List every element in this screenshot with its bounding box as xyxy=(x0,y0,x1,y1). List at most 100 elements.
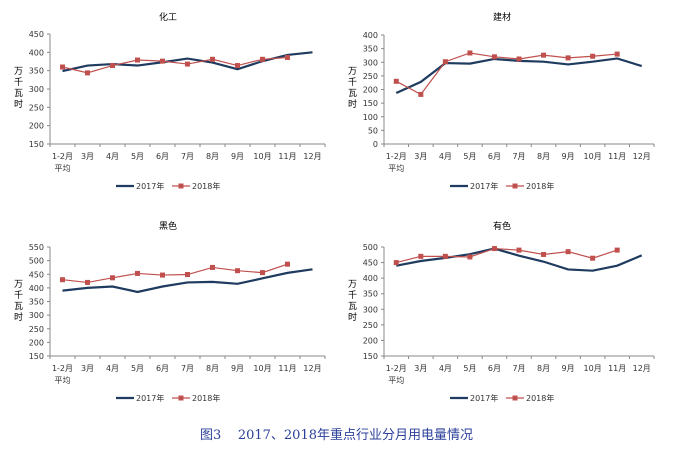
data-point xyxy=(614,247,620,253)
y-tick-label: 150 xyxy=(363,352,378,361)
y-tick-label: 450 xyxy=(363,259,378,268)
x-tick-label-line2: 平均 xyxy=(388,375,404,385)
series-line-2018年 xyxy=(62,56,288,74)
figure-caption: 图3 2017、2018年重点行业分月用电量情况 xyxy=(200,428,473,443)
data-point xyxy=(590,53,596,59)
x-tick-label: 6月 xyxy=(488,152,501,161)
y-tick-label: 150 xyxy=(29,140,44,149)
x-tick-label: 12月 xyxy=(633,152,651,161)
legend-marker-2018 xyxy=(178,395,184,401)
data-point xyxy=(491,246,497,252)
data-point xyxy=(60,64,65,70)
x-tick-label: 9月 xyxy=(231,152,244,161)
x-tick-label: 1-2月 xyxy=(52,364,73,373)
x-tick-label: 10月 xyxy=(584,364,602,373)
series-line-2018年 xyxy=(62,263,288,284)
data-point xyxy=(235,63,240,69)
x-tick-label: 8月 xyxy=(537,152,550,161)
data-point xyxy=(160,272,165,278)
x-tick-label: 11月 xyxy=(608,364,626,373)
data-point xyxy=(110,275,115,281)
x-tick-label: 10月 xyxy=(253,152,271,161)
data-point xyxy=(565,249,571,255)
y-tick-label: 500 xyxy=(363,243,378,252)
x-tick-label: 8月 xyxy=(206,152,219,161)
y-tick-label: 50 xyxy=(368,126,378,135)
x-tick-label: 6月 xyxy=(488,364,501,373)
legend-label: 2017年 xyxy=(136,181,164,191)
series-line-2018年 xyxy=(396,247,618,264)
x-tick-label: 6月 xyxy=(156,364,169,373)
y-tick-label: 400 xyxy=(29,284,44,293)
series-line-2018年 xyxy=(395,52,618,96)
data-point xyxy=(260,56,265,62)
x-tick-label: 12月 xyxy=(303,364,321,373)
data-point xyxy=(442,253,448,259)
data-point xyxy=(467,50,473,56)
x-tick-label: 6月 xyxy=(156,152,169,161)
y-tick-label: 250 xyxy=(363,72,378,81)
y-tick-label: 200 xyxy=(29,122,44,131)
data-point xyxy=(285,54,290,60)
x-tick-label: 11月 xyxy=(278,364,296,373)
y-tick-label: 100 xyxy=(363,113,378,122)
x-tick-label: 3月 xyxy=(414,364,427,373)
y-tick-label: 250 xyxy=(29,103,44,112)
y-tick-label: 300 xyxy=(363,58,378,67)
data-point xyxy=(541,251,547,257)
x-tick-label: 7月 xyxy=(512,152,525,161)
y-tick-label: 200 xyxy=(363,336,378,345)
x-tick-label: 3月 xyxy=(414,152,427,161)
x-tick-label: 3月 xyxy=(81,364,94,373)
x-tick-label: 11月 xyxy=(608,152,626,161)
data-point xyxy=(393,260,399,266)
x-tick-label: 7月 xyxy=(181,364,194,373)
data-point xyxy=(85,70,90,76)
y-axis-label: 万千瓦时 xyxy=(12,279,22,323)
x-tick-label: 1-2月 xyxy=(52,152,73,161)
data-point xyxy=(85,279,90,285)
legend-label: 2017年 xyxy=(470,181,498,191)
x-tick-label: 5月 xyxy=(463,364,476,373)
data-point xyxy=(160,58,165,64)
x-tick-label: 10月 xyxy=(253,364,271,373)
x-tick-label: 8月 xyxy=(537,364,550,373)
y-tick-label: 450 xyxy=(29,30,44,39)
legend-label: 2018年 xyxy=(192,393,220,403)
y-tick-label: 200 xyxy=(363,86,378,95)
data-point xyxy=(393,78,399,84)
data-point xyxy=(516,247,522,253)
x-tick-label-line2: 平均 xyxy=(55,163,71,173)
y-tick-label: 0 xyxy=(373,140,378,149)
x-tick-label: 4月 xyxy=(106,152,119,161)
legend-label: 2018年 xyxy=(192,181,220,191)
y-tick-label: 300 xyxy=(29,311,44,320)
x-tick-label: 4月 xyxy=(439,152,452,161)
data-point xyxy=(285,261,290,267)
y-tick-label: 400 xyxy=(29,48,44,57)
y-tick-label: 150 xyxy=(29,352,44,361)
x-tick-label: 7月 xyxy=(512,364,525,373)
x-tick-label: 5月 xyxy=(463,152,476,161)
data-point xyxy=(185,61,190,67)
x-tick-label-line2: 平均 xyxy=(388,163,404,173)
series-line-2017年 xyxy=(396,247,643,272)
data-point xyxy=(135,270,140,276)
x-tick-label: 1-2月 xyxy=(386,364,407,373)
data-point xyxy=(491,54,497,60)
y-tick-label: 350 xyxy=(29,67,44,76)
data-point xyxy=(418,253,424,259)
data-point xyxy=(60,277,65,283)
y-tick-label: 500 xyxy=(29,257,44,266)
x-tick-label-line2: 平均 xyxy=(55,375,71,385)
x-tick-label: 3月 xyxy=(81,152,94,161)
y-axis-label: 万千瓦时 xyxy=(12,66,22,110)
y-axis-label: 万千瓦时 xyxy=(346,279,356,323)
chart-title: 建材 xyxy=(493,11,511,23)
y-tick-label: 250 xyxy=(363,321,378,330)
data-point xyxy=(210,264,215,270)
series-line-2017年 xyxy=(62,268,313,294)
chart-title: 化工 xyxy=(159,11,177,23)
y-tick-label: 300 xyxy=(29,85,44,94)
